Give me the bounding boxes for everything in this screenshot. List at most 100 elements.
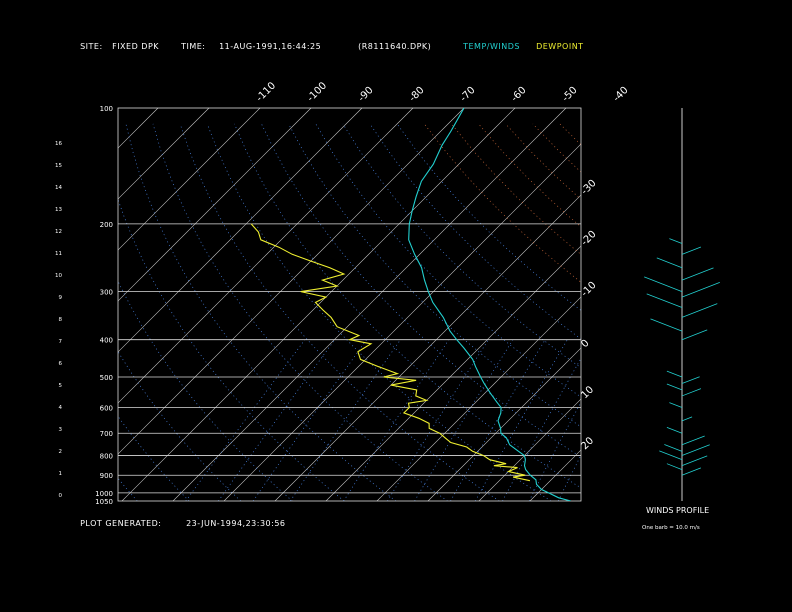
height-tick-label: 15 (55, 163, 62, 169)
height-tick-label: 14 (55, 185, 62, 191)
mixing-ratio-line (343, 339, 450, 501)
mixing-ratio-line (414, 339, 514, 501)
pressure-tick-label: 600 (100, 404, 113, 412)
adiabat-line (532, 123, 581, 173)
pressure-tick-label: 1050 (95, 498, 113, 506)
isotherm-line (632, 108, 792, 501)
height-tick-label: 12 (55, 229, 62, 235)
wind-barb (659, 450, 683, 461)
mixing-ratio-line (185, 339, 306, 501)
right-temp-label: 10 (579, 384, 596, 401)
isotherm-line (274, 194, 581, 501)
adiabat-line (118, 415, 190, 501)
plot-generated-value: 23-JUN-1994,23:30:56 (186, 519, 286, 528)
wind-barb (666, 463, 683, 470)
pressure-tick-label: 300 (100, 289, 113, 297)
mixing-ratio-line (474, 339, 568, 501)
wind-barb (669, 238, 683, 244)
isotherm-line (376, 296, 581, 501)
pressure-tick-label: 100 (100, 105, 113, 113)
isotherm-line (223, 143, 581, 501)
isotherm-line (0, 108, 56, 501)
mixing-ratio-line (252, 339, 367, 501)
pressure-tick-label: 1000 (95, 490, 113, 498)
adiabat-line (696, 124, 792, 501)
right-temp-label: -20 (579, 229, 598, 248)
isotherm-line (118, 108, 414, 404)
wind-barb (666, 370, 683, 378)
legend-dewpoint: DEWPOINT (536, 42, 584, 51)
top-temp-label: -50 (560, 85, 579, 104)
adiabat-line (179, 123, 500, 501)
isotherm-line (118, 108, 465, 455)
wind-barb (656, 257, 683, 269)
isotherm-line (118, 108, 210, 200)
wind-barb (650, 318, 683, 332)
pressure-tick-label: 400 (100, 337, 113, 345)
top-temp-label: -60 (509, 85, 528, 104)
height-tick-label: 7 (59, 339, 63, 345)
mixing-ratio-line (218, 339, 336, 501)
adiabat-line (118, 198, 345, 501)
adiabat-line (451, 123, 581, 255)
top-temp-label: -40 (611, 85, 630, 104)
wind-barb (681, 246, 702, 255)
adiabat-line (342, 123, 581, 369)
wind-barb (681, 282, 720, 298)
height-tick-label: 16 (55, 141, 62, 147)
mixing-ratio-line (557, 454, 581, 501)
height-tick-label: 4 (59, 405, 63, 411)
height-tick-label: 3 (59, 427, 63, 433)
adiabat-line (641, 124, 792, 501)
isotherm-line (478, 398, 581, 501)
adiabat-line (118, 280, 293, 501)
mixing-ratio-line (528, 401, 581, 501)
right-temp-label: -30 (579, 178, 598, 197)
wind-barb (681, 267, 714, 281)
height-tick-label: 0 (59, 493, 63, 499)
adiabat-line (152, 123, 448, 501)
adiabat-line (118, 350, 241, 501)
time-value: 11-AUG-1991,16:44:25 (219, 42, 322, 51)
adiabat-line (587, 124, 792, 501)
wind-barb (666, 426, 683, 434)
isotherm-line (118, 108, 261, 251)
isotherm-line (325, 245, 581, 501)
adiabat-line (261, 123, 581, 458)
pressure-tick-label: 800 (100, 453, 113, 461)
mixing-ratio-line (387, 339, 489, 501)
isotherm-line (529, 449, 581, 501)
wind-barb (681, 303, 718, 318)
plot-frame (117, 107, 582, 502)
wind-barb (669, 402, 683, 408)
height-tick-label: 9 (59, 295, 63, 301)
height-tick-label: 6 (59, 361, 63, 367)
isotherm-line (118, 108, 159, 149)
mixing-ratio-line (450, 339, 546, 501)
pressure-tick-label: 700 (100, 430, 113, 438)
wind-barb (681, 376, 700, 384)
pressure-tick-label: 900 (100, 472, 113, 480)
wind-barb (681, 467, 702, 476)
isotherm-line (580, 500, 581, 501)
adiabat-line (478, 123, 581, 228)
isotherm-line (734, 108, 792, 501)
adiabat-line (668, 124, 792, 501)
wind-barb (681, 388, 702, 397)
wind-barb (681, 435, 705, 446)
adiabat-line (118, 477, 138, 501)
isotherm-line (683, 108, 792, 501)
legend-temp-winds: TEMP/WINDS (463, 42, 520, 51)
wind-barb (681, 416, 693, 422)
temperature-trace (408, 108, 571, 501)
top-temp-label: -70 (458, 85, 477, 104)
height-tick-label: 11 (55, 251, 62, 257)
isotherm-line (427, 347, 581, 501)
adiabat-line (614, 124, 792, 501)
winds-profile-title: WINDS PROFILE (646, 506, 709, 515)
file-name: (R8111640.DPK) (358, 42, 432, 51)
isotherm-line (118, 108, 312, 302)
top-temp-label: -80 (407, 85, 426, 104)
adiabat-line (125, 123, 397, 501)
